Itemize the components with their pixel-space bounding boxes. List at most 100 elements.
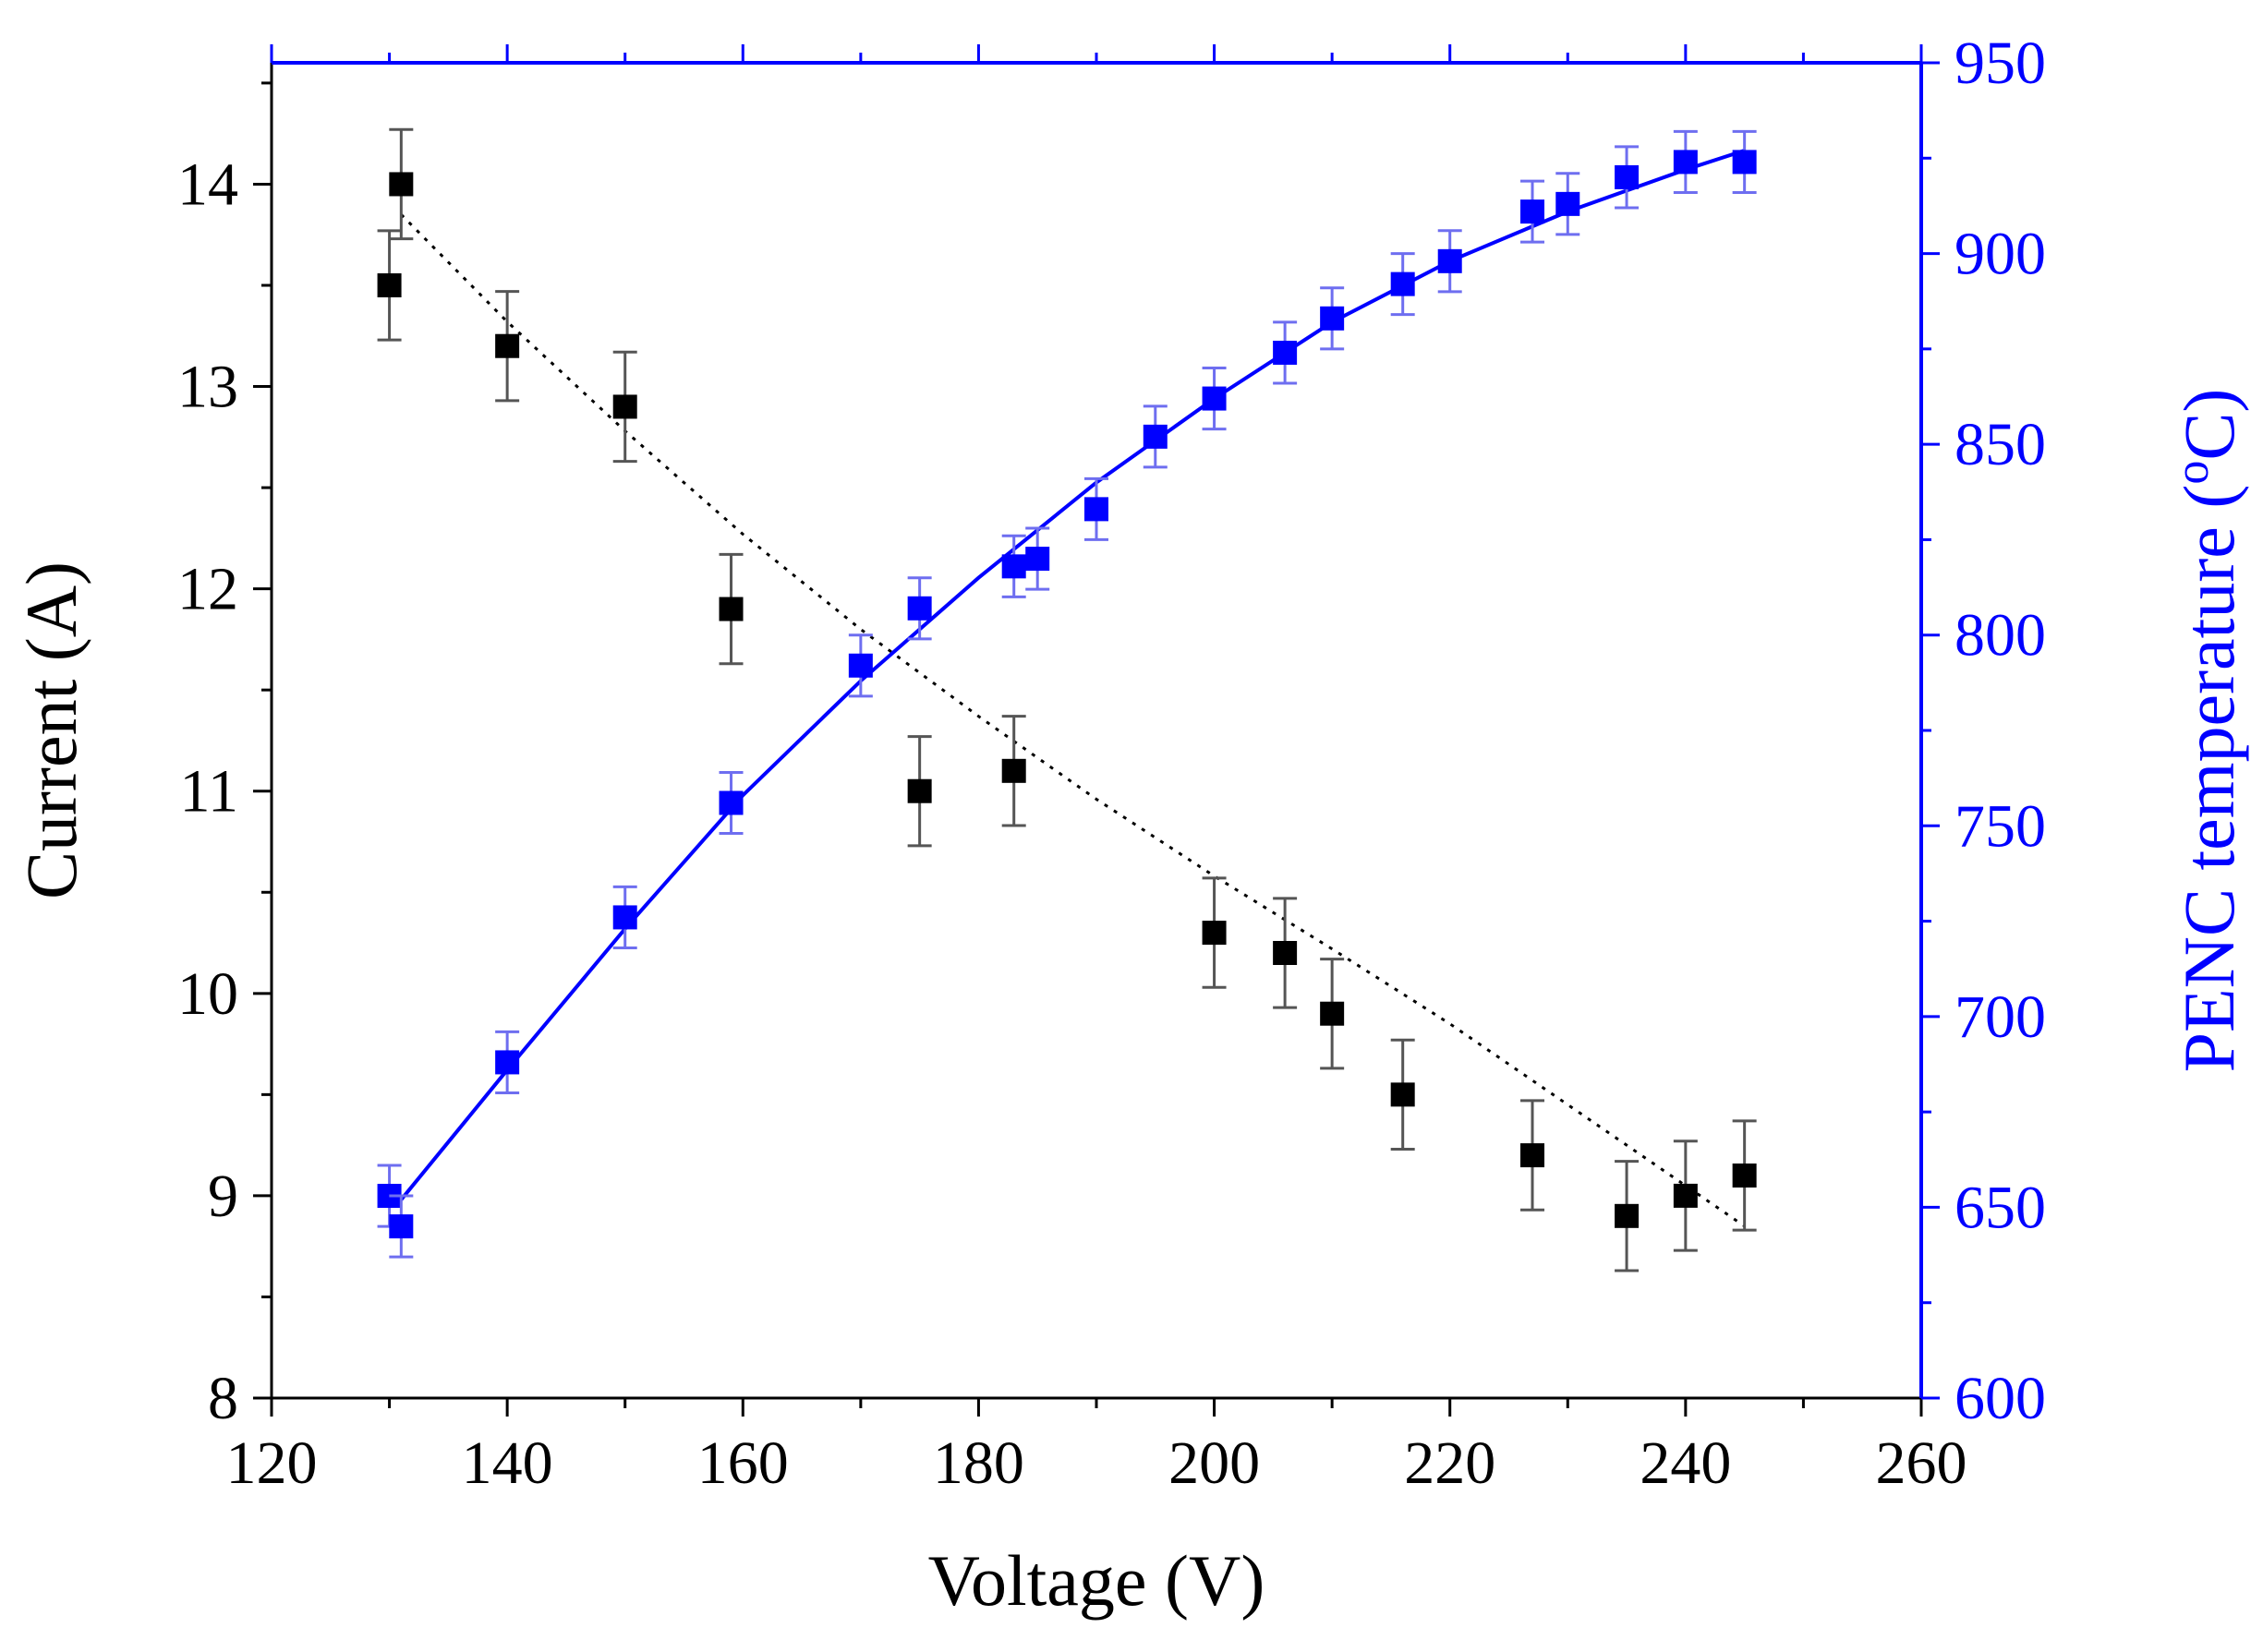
y-right-tick-label-750: 750 <box>1954 792 2046 860</box>
right-y-axis-title: PENC temperature (oC) <box>2166 389 2249 1073</box>
temperature-marker <box>1202 386 1227 411</box>
temperature-point <box>1615 145 1640 210</box>
y-left-tick-label-8: 8 <box>208 1365 238 1432</box>
temperature-point <box>612 885 637 949</box>
y-right-tick-label-700: 700 <box>1954 983 2046 1051</box>
y-right-tick-label-600: 600 <box>1954 1365 2046 1432</box>
temperature-marker <box>1520 199 1545 224</box>
current-marker <box>1615 1203 1640 1228</box>
current-marker <box>612 394 637 419</box>
current-marker <box>907 778 932 803</box>
temperature-point <box>1390 252 1415 317</box>
temperature-marker <box>612 905 637 930</box>
temperature-marker <box>1732 150 1757 175</box>
y-right-tick-label-650: 650 <box>1954 1174 2046 1241</box>
temperature-marker <box>907 596 932 621</box>
ticks-layer: 120 140 160 180 200 220 240 260 8 9 10 11 12 13 14 600 6… <box>177 30 2046 1497</box>
temperature-point <box>1437 229 1462 294</box>
current-point <box>907 735 932 848</box>
x-axis-title: Voltage (V) <box>928 1540 1265 1621</box>
y-right-tick-label-950: 950 <box>1954 30 2046 97</box>
current-fit-line <box>400 213 1746 1228</box>
temperature-point <box>1202 367 1227 431</box>
current-point <box>1320 958 1345 1070</box>
current-point <box>1001 715 1026 827</box>
temperature-point <box>495 1030 520 1094</box>
current-point <box>1520 1099 1545 1212</box>
current-marker <box>1732 1164 1757 1188</box>
current-point <box>1273 897 1298 1009</box>
current-point <box>377 229 402 342</box>
temperature-marker <box>1001 554 1026 579</box>
temperature-point <box>719 770 744 836</box>
temperature-point <box>389 1194 414 1259</box>
current-marker <box>495 333 520 358</box>
current-point <box>1202 876 1227 989</box>
temperature-marker <box>1437 248 1462 273</box>
temperature-fit-line <box>399 149 1746 1201</box>
temperature-marker <box>1615 164 1640 189</box>
current-point <box>389 127 414 241</box>
current-point <box>1673 1140 1698 1252</box>
y-left-tick-label-14: 14 <box>177 151 238 218</box>
right-y-axis-title-sup: o <box>2166 461 2219 485</box>
current-marker <box>1202 921 1227 946</box>
temperature-point <box>907 576 932 641</box>
y-right-tick-label-900: 900 <box>1954 221 2046 288</box>
x-tick-label-120: 120 <box>226 1429 318 1497</box>
x-tick-label-220: 220 <box>1404 1429 1495 1497</box>
y-right-tick-label-850: 850 <box>1954 411 2046 478</box>
y-left-tick-label-12: 12 <box>177 556 238 623</box>
current-marker <box>1673 1183 1698 1208</box>
temperature-marker <box>389 1214 414 1239</box>
temperature-marker <box>1390 271 1415 296</box>
temperature-marker <box>1673 150 1698 175</box>
temperature-marker <box>719 790 744 815</box>
current-marker <box>1001 758 1026 783</box>
temperature-marker <box>1143 424 1168 449</box>
current-point <box>612 350 637 464</box>
current-marker <box>1390 1082 1415 1107</box>
y-left-tick-label-13: 13 <box>177 354 238 421</box>
temperature-point <box>1025 526 1050 591</box>
temperature-point <box>1555 172 1580 236</box>
x-tick-label-200: 200 <box>1168 1429 1260 1497</box>
y-left-tick-label-9: 9 <box>208 1163 238 1230</box>
temperature-point <box>1320 286 1345 351</box>
right-y-axis-title-main: PENC temperature ( <box>2169 485 2249 1073</box>
left-y-axis-title: Current (A) <box>11 561 91 899</box>
current-point <box>719 552 744 666</box>
temperature-point <box>1732 129 1757 194</box>
current-marker <box>1520 1143 1545 1168</box>
current-marker <box>377 273 402 297</box>
temperature-point <box>1520 179 1545 244</box>
temperature-point <box>848 633 873 698</box>
current-marker <box>719 597 744 621</box>
temperature-point <box>1084 476 1108 541</box>
current-marker <box>1320 1001 1345 1026</box>
temperature-point <box>1673 129 1698 194</box>
temperature-point <box>1001 534 1026 598</box>
x-tick-label-160: 160 <box>697 1429 789 1497</box>
y-left-tick-label-10: 10 <box>177 960 238 1028</box>
x-tick-label-140: 140 <box>462 1429 553 1497</box>
temperature-marker <box>1273 340 1298 365</box>
temperature-marker <box>495 1050 520 1075</box>
points-layer <box>377 127 1757 1272</box>
current-point <box>1390 1038 1415 1152</box>
x-tick-label-240: 240 <box>1640 1429 1731 1497</box>
right-y-axis-title-end: C) <box>2169 389 2249 461</box>
current-point <box>1615 1160 1640 1272</box>
current-point <box>1732 1119 1757 1232</box>
y-right-tick-label-800: 800 <box>1954 602 2046 669</box>
y-left-tick-label-11: 11 <box>179 758 238 826</box>
temperature-marker <box>848 653 873 678</box>
temperature-point <box>1143 404 1168 469</box>
current-marker <box>389 172 414 197</box>
current-point <box>495 290 520 403</box>
current-marker <box>1273 941 1298 965</box>
temperature-marker <box>1320 306 1345 331</box>
temperature-point <box>1273 320 1298 385</box>
x-tick-label-260: 260 <box>1876 1429 1967 1497</box>
